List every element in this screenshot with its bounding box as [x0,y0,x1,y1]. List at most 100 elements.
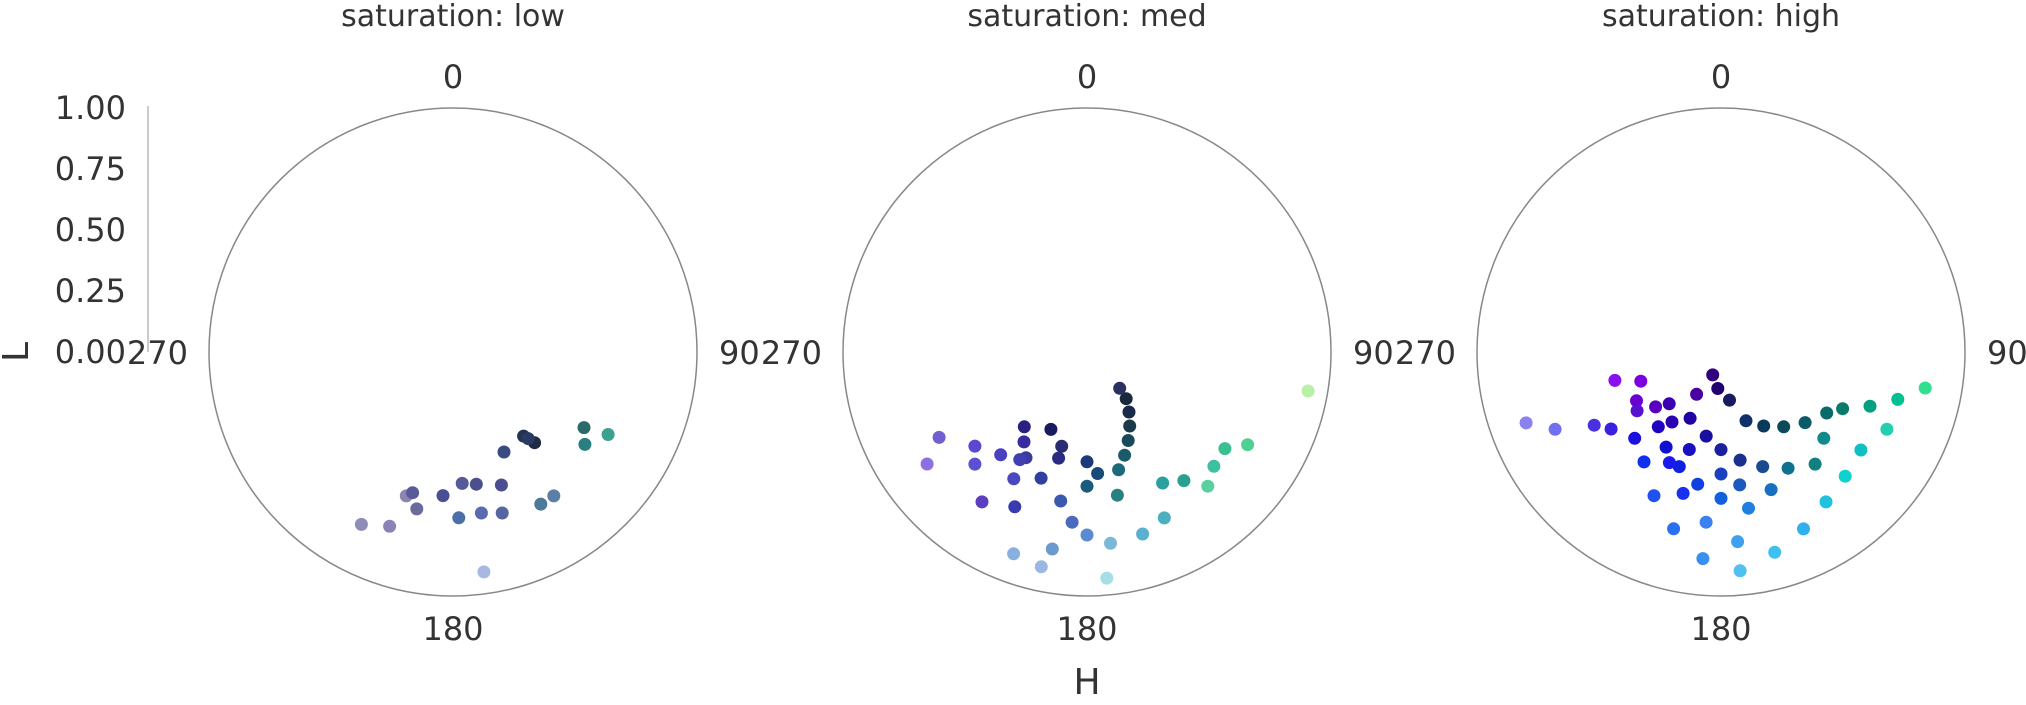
data-point [354,517,368,531]
data-point [383,519,397,533]
data-point [1676,486,1690,500]
angle-label-0: 0 [443,58,463,96]
data-point [1519,416,1533,430]
points-med [920,381,1315,585]
data-point [1013,453,1027,467]
ytick-label: 0.50 [55,211,126,249]
data-point [1007,472,1021,486]
data-point [1301,384,1315,398]
data-point [1777,420,1791,434]
data-point [474,506,488,520]
polar-frame [1476,107,1966,597]
data-point [1017,420,1031,434]
data-point [1121,434,1135,447]
data-point [469,477,483,491]
data-point [455,476,469,490]
data-point [1739,414,1753,428]
data-point [1918,381,1932,395]
data-point [1659,440,1673,454]
data-point [1711,382,1725,395]
data-point [1863,399,1877,413]
data-point [534,497,548,511]
data-point [1045,542,1059,556]
data-point [494,478,508,492]
data-point [1651,420,1665,434]
data-point [1891,392,1905,406]
data-point [1647,489,1661,503]
ytick-label: 0.25 [55,272,126,310]
data-point [1880,422,1894,436]
data-point [1797,522,1810,536]
data-point [1080,528,1094,542]
data-point [1112,463,1126,477]
data-point [1548,422,1562,436]
data-point [1733,453,1747,467]
data-point [1723,393,1736,407]
data-point [1798,416,1812,430]
x-axis-title: H [1073,662,1100,700]
angle-label-0: 0 [1711,58,1731,96]
data-point [547,489,561,503]
data-point [1662,456,1676,470]
data-point [1714,467,1728,481]
data-point [968,457,982,471]
ytick-label: 0.00 [55,333,126,371]
data-point [1110,488,1124,502]
data-point [1091,467,1105,480]
data-point [1207,459,1221,473]
data-point [1662,397,1676,411]
data-point [1854,443,1868,457]
points-high [1519,368,1932,578]
angle-label-270: 270 [1395,334,1456,372]
facet-med: saturation: med 0 90 180 270 [761,0,1394,648]
y-axis-title: L [0,342,37,362]
data-point [1820,406,1834,420]
data-point [1683,411,1697,425]
data-point [1218,442,1232,456]
data-point [1757,419,1771,433]
data-point [1696,552,1710,566]
data-point [1634,374,1648,388]
data-point [1065,515,1079,529]
data-point [410,502,424,516]
data-point [1157,511,1171,525]
data-point [1733,564,1747,578]
angle-label-180: 180 [1056,610,1117,648]
data-point [452,511,466,525]
panel-title: saturation: low [341,0,565,34]
angle-label-180: 180 [1690,610,1751,648]
data-point [495,506,509,520]
data-point [932,430,946,444]
facet-high: saturation: high 0 90 180 270 [1395,0,2026,648]
data-point [1156,476,1170,490]
facet-low: saturation: low 0 90 180 270 [127,0,760,648]
angle-label-90: 90 [1987,334,2026,372]
data-point [1113,381,1127,395]
data-point [1733,478,1747,492]
data-point [975,495,989,509]
data-point [1008,500,1022,514]
data-point [601,428,615,441]
data-point [1714,491,1728,505]
points-low [354,421,615,579]
data-point [1080,479,1094,493]
data-point [1768,545,1782,559]
data-point [1731,535,1745,549]
data-point [1756,460,1770,474]
angle-label-270: 270 [761,334,822,372]
angle-label-90: 90 [1353,334,1394,372]
data-point [1052,451,1066,465]
data-point [1054,494,1068,508]
data-point [1608,373,1622,387]
data-point [1044,422,1058,436]
data-point [1630,394,1643,408]
data-point [968,439,982,453]
data-point [1690,387,1704,401]
data-point [1119,392,1133,406]
data-point [1665,415,1679,429]
data-point [406,486,420,500]
data-point [1177,474,1191,488]
radial-axis: 1.00 0.75 0.50 0.25 0.00 L [0,89,149,371]
data-point [1714,443,1728,457]
